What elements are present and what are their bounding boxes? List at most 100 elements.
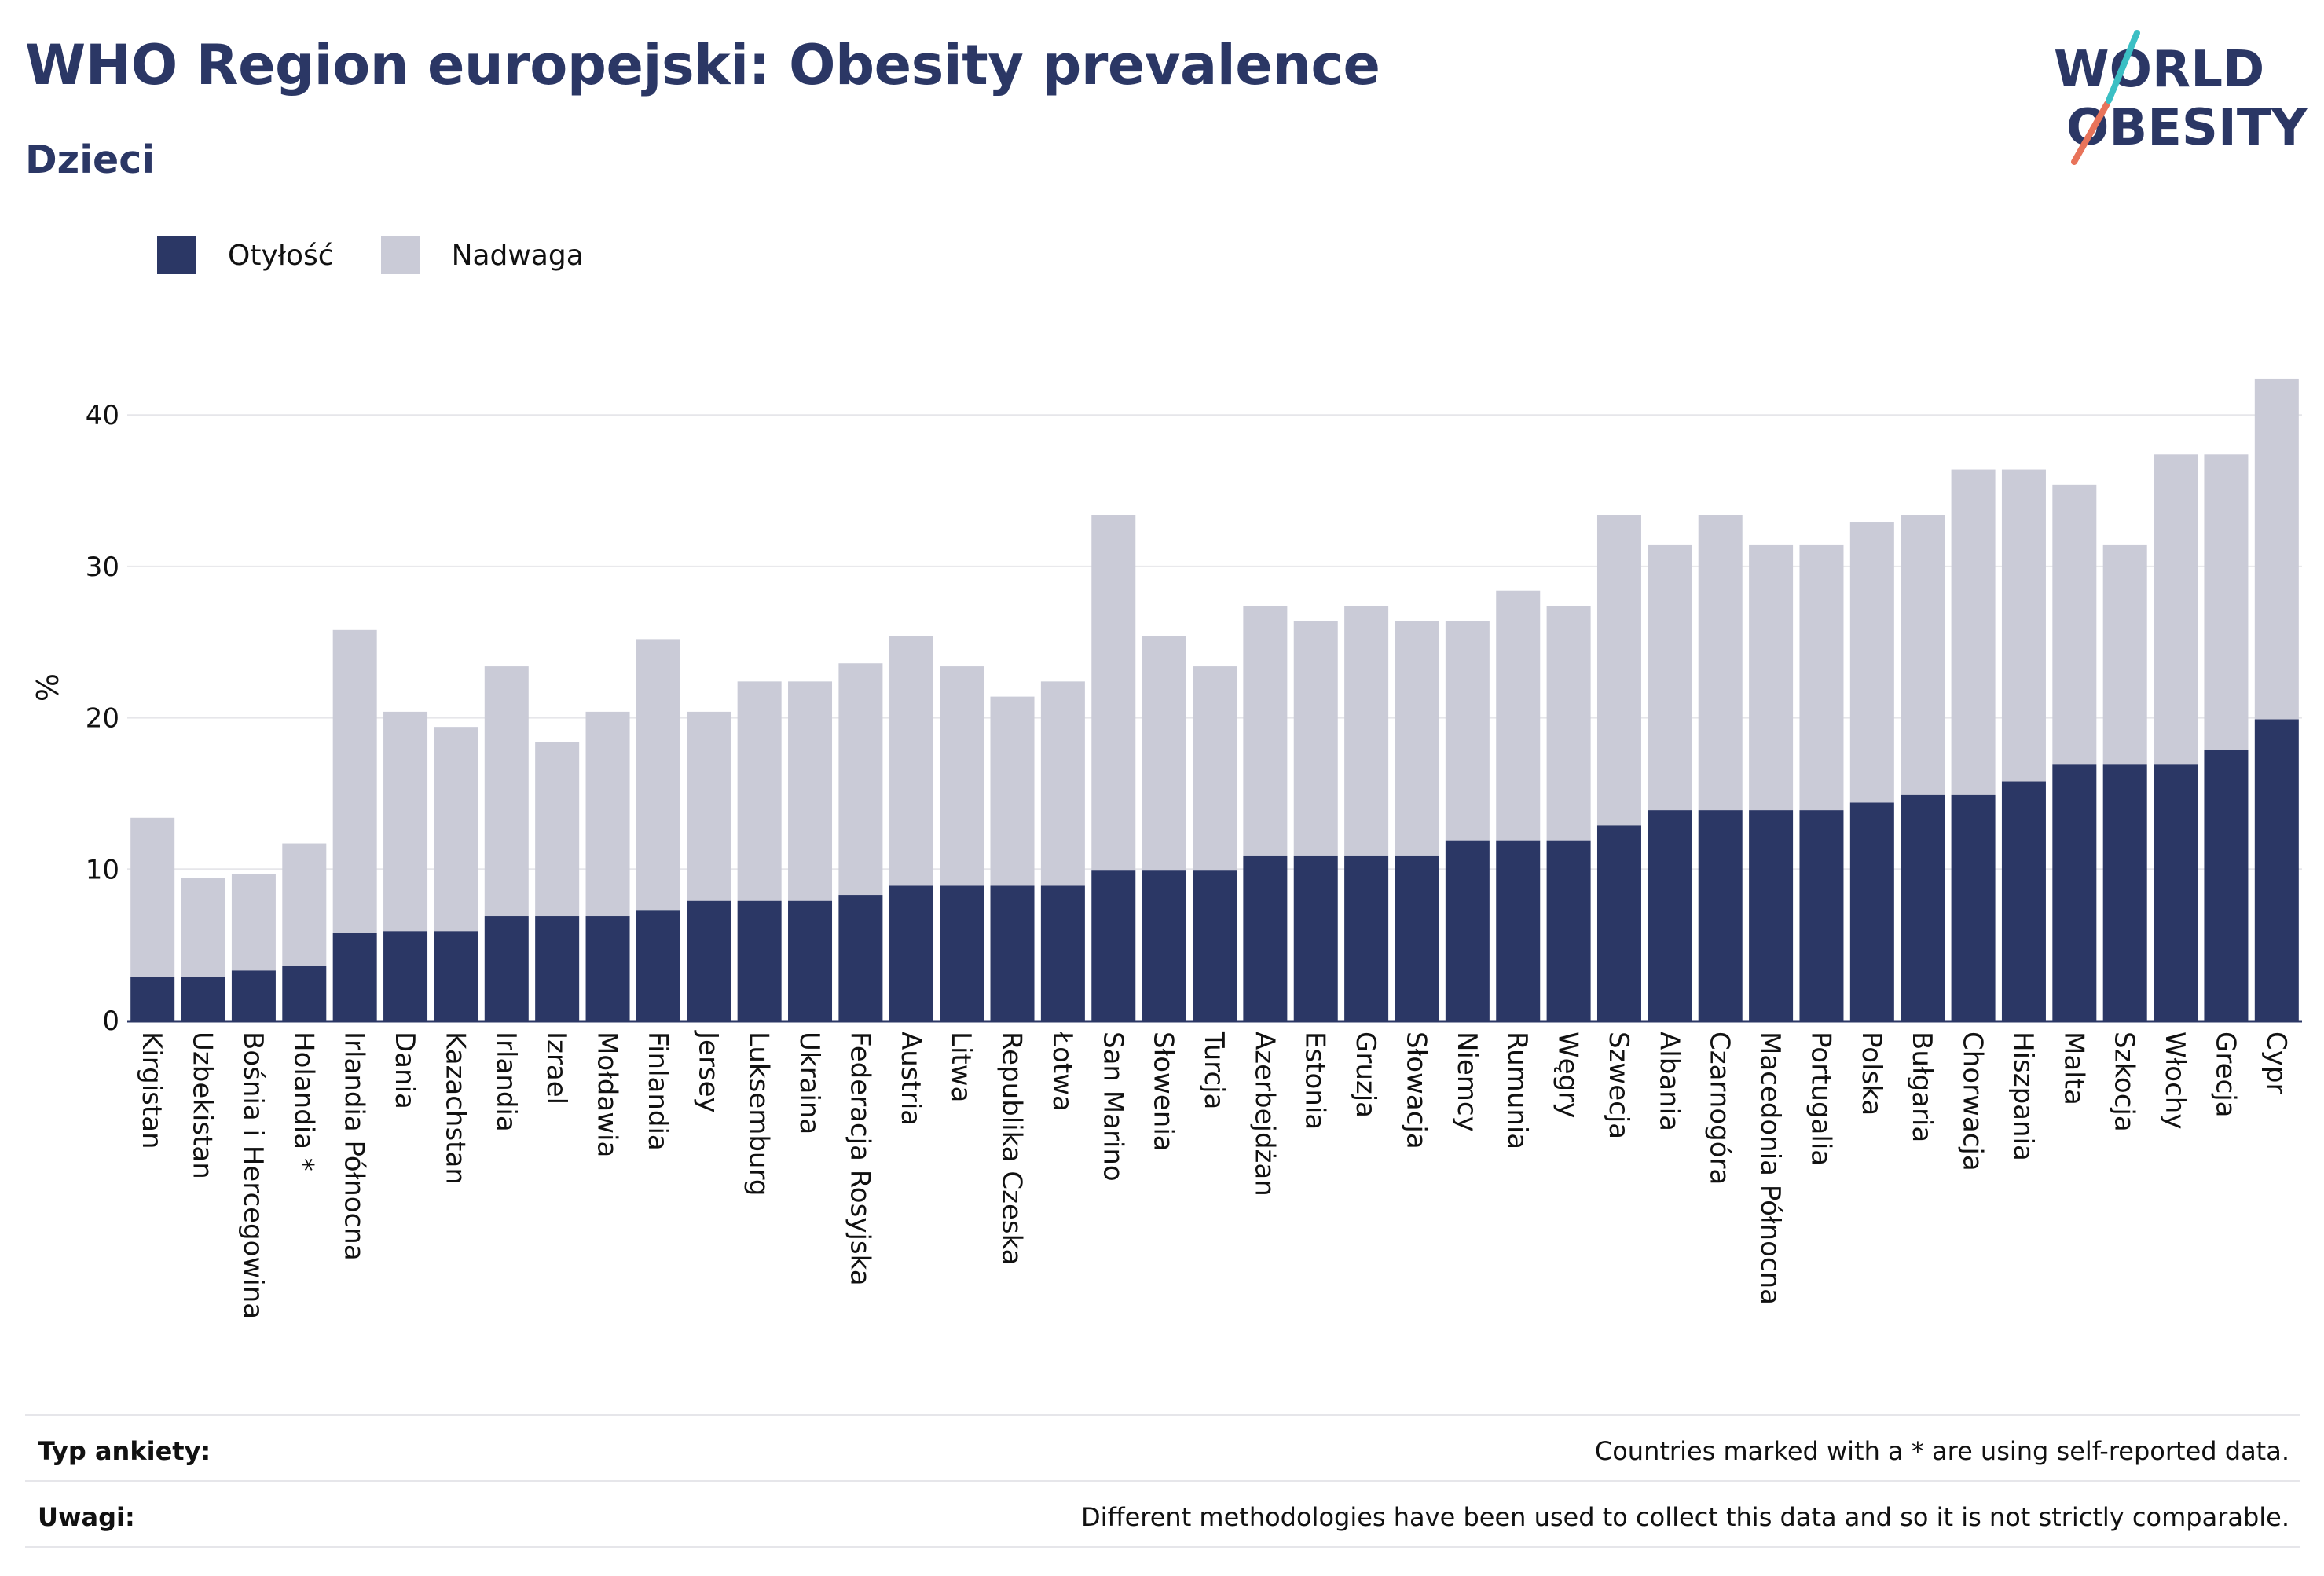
bar-overweight (434, 727, 478, 932)
x-tick-label: Portugalia (1805, 1032, 1836, 1166)
bar-overweight (484, 666, 529, 917)
bar-overweight (1243, 606, 1288, 856)
bar-overweight (231, 874, 276, 971)
bar-obesity (1040, 885, 1085, 1021)
x-tick-label: Republika Czeska (996, 1032, 1028, 1266)
bar-overweight (1648, 544, 1692, 811)
x-tick-label: Mołdawia (592, 1032, 623, 1157)
page-subtitle: Dzieci (25, 137, 156, 182)
x-tick-label: Hiszpania (2007, 1032, 2039, 1161)
bar-overweight (2001, 469, 2046, 782)
bar-obesity (1091, 870, 1136, 1021)
x-tick-label: Estonia (1299, 1032, 1331, 1130)
x-tick-label: Szwecja (1603, 1032, 1634, 1139)
footer-divider-bottom (25, 1546, 2300, 1548)
y-tick-label: 40 (86, 400, 119, 431)
bar-obesity (2001, 781, 2046, 1021)
x-tick-label: Rumunia (1501, 1032, 1533, 1149)
bar-overweight (332, 629, 377, 933)
bar-obesity (1698, 810, 1743, 1021)
bar-obesity (383, 931, 428, 1021)
x-tick-label: Malta (2058, 1032, 2089, 1105)
y-tick-label: 10 (86, 854, 119, 885)
bar-obesity (2204, 750, 2249, 1021)
bar-obesity (1395, 855, 1439, 1021)
bar-obesity (484, 916, 529, 1021)
x-tick-label: Bułgaria (1906, 1032, 1937, 1142)
x-tick-label: Jersey (692, 1030, 724, 1113)
bar-overweight (687, 711, 731, 901)
bar-overweight (838, 663, 883, 896)
bar-overweight (383, 711, 428, 932)
bar-overweight (1496, 590, 1541, 841)
bar-overweight (2254, 378, 2299, 720)
bar-overweight (737, 681, 782, 901)
bar-overweight (1293, 621, 1338, 856)
x-tick-label: Czarnogóra (1704, 1032, 1736, 1185)
bar-obesity (434, 931, 478, 1021)
notes-value: Different methodologies have been used t… (1081, 1502, 2289, 1532)
bar-overweight (788, 681, 833, 901)
bar-overweight (990, 696, 1035, 886)
x-tick-label: Kazachstan (439, 1032, 471, 1185)
bar-overweight (940, 666, 984, 886)
x-tick-label: Macedonia Północna (1754, 1032, 1786, 1305)
bar-overweight (2154, 454, 2198, 765)
bar-overweight (181, 878, 225, 977)
bar-obesity (535, 916, 580, 1021)
x-tick-label: San Marino (1097, 1032, 1128, 1182)
legend-swatch-overweight (380, 236, 420, 274)
bar-obesity (889, 885, 933, 1021)
logo-text-world: WORLD (2054, 41, 2264, 99)
legend-item-obesity: Otyłość (157, 236, 334, 274)
x-tick-label: Gruzja (1350, 1032, 1381, 1118)
x-tick-label: Kirgistan (136, 1032, 167, 1149)
bar-overweight (889, 636, 933, 886)
bar-overweight (1698, 515, 1743, 811)
bar-overweight (1596, 515, 1641, 826)
bar-overweight (2204, 454, 2249, 750)
x-tick-label: Azerbejdżan (1248, 1032, 1280, 1197)
x-tick-label: Polska (1856, 1032, 1887, 1116)
bar-overweight (1040, 681, 1085, 886)
x-tick-label: Albania (1653, 1032, 1684, 1131)
bar-obesity (1951, 794, 1996, 1021)
footer-divider-middle (25, 1480, 2300, 1482)
bar-obesity (1596, 825, 1641, 1021)
footer-divider-top (25, 1414, 2300, 1416)
x-tick-label: Cypr (2260, 1032, 2292, 1094)
x-tick-label: Grecja (2209, 1032, 2241, 1117)
bar-obesity (2052, 764, 2097, 1021)
bar-obesity (737, 900, 782, 1021)
bar-overweight (1546, 606, 1591, 841)
bar-overweight (1091, 515, 1136, 871)
x-tick-label: Litwa (945, 1032, 977, 1102)
bar-obesity (687, 900, 731, 1021)
bar-overweight (1901, 515, 1945, 795)
legend-item-overweight: Nadwaga (380, 236, 584, 274)
bar-obesity (2102, 764, 2147, 1021)
x-tick-label: Niemcy (1451, 1032, 1483, 1132)
bar-overweight (535, 742, 580, 917)
legend-swatch-obesity (157, 236, 196, 274)
x-tick-label: Węgry (1552, 1032, 1584, 1118)
x-tick-label: Luksemburg (743, 1032, 775, 1196)
bar-overweight (130, 817, 175, 977)
x-tick-label: Federacja Rosyjska (844, 1032, 875, 1286)
bar-obesity (1496, 840, 1541, 1021)
x-tick-label: Włochy (2159, 1032, 2190, 1129)
bar-overweight (1395, 621, 1439, 856)
bar-obesity (1192, 870, 1237, 1021)
bar-overweight (1445, 621, 1490, 841)
bar-overweight (1192, 666, 1237, 871)
notes-label: Uwagi: (38, 1502, 135, 1532)
x-tick-label: Irlandia (490, 1032, 522, 1132)
bar-overweight (636, 639, 680, 911)
bar-obesity (282, 966, 327, 1021)
bar-obesity (1293, 855, 1338, 1021)
x-tick-label: Słowacja (1400, 1032, 1431, 1149)
bar-obesity (1344, 855, 1389, 1021)
bar-obesity (940, 885, 984, 1021)
bar-obesity (1799, 810, 1844, 1021)
x-tick-label: Izrael (541, 1032, 572, 1105)
